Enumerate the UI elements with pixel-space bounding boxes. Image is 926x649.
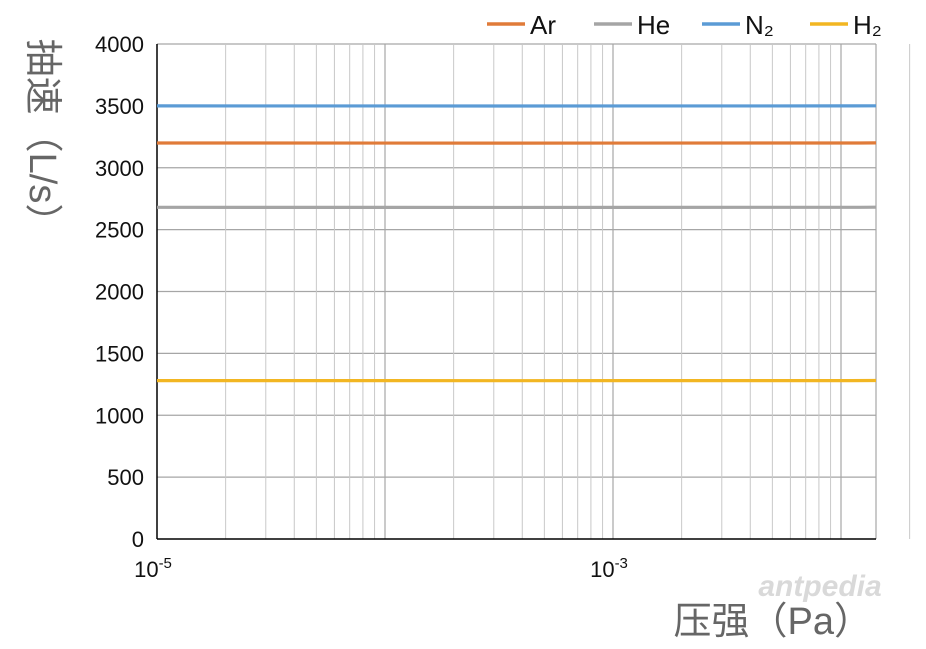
legend-label: N₂ [745, 10, 774, 40]
y-tick-label: 3000 [95, 156, 144, 181]
y-tick-label: 2500 [95, 218, 144, 243]
y-tick-label: 500 [107, 465, 144, 490]
y-axis-title: 抽速（L/s） [21, 39, 63, 242]
y-tick-label: 1000 [95, 403, 144, 428]
y-tick-label: 1500 [95, 341, 144, 366]
series-line [157, 378, 876, 383]
y-tick-label: 0 [132, 527, 144, 552]
legend-label: He [637, 10, 670, 40]
series-line [157, 104, 876, 108]
axes-layer [156, 44, 876, 540]
legend: Ar He N₂ H₂ [487, 10, 882, 40]
grid-layer [157, 43, 911, 539]
y-tick-label: 4000 [95, 32, 144, 57]
x-tick-label: 10-5 [134, 555, 172, 582]
watermark: antpedia [758, 570, 881, 603]
y-tick-label: 3500 [95, 94, 144, 119]
y-tick-label: 2000 [95, 280, 144, 305]
y-tick-labels: 0 500 1000 1500 2000 2500 3000 3500 4000 [95, 32, 144, 552]
series-line [157, 205, 876, 210]
legend-label: H₂ [853, 10, 882, 40]
x-tick-label: 10-3 [590, 555, 628, 582]
x-axis-title: 压强（Pa） [674, 601, 872, 643]
legend-label: Ar [530, 10, 556, 40]
series-layer [157, 104, 876, 383]
series-line [157, 141, 876, 145]
x-tick-labels: 10-510-310-1100 [134, 555, 628, 582]
